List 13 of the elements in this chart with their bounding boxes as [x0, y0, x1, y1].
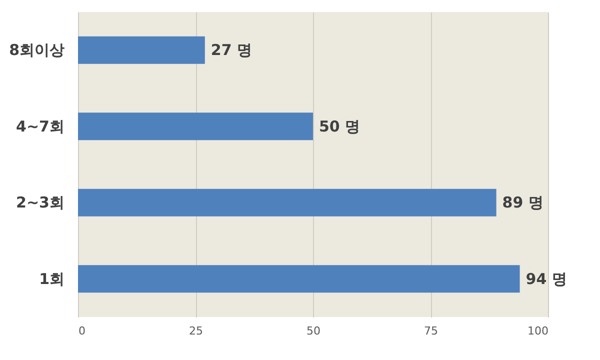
x-tick-label: 75 [424, 324, 438, 338]
data-label: 94 명 [526, 270, 567, 288]
y-tick-label: 8회이상 [9, 41, 64, 60]
data-label: 50 명 [319, 117, 360, 136]
x-tick-label: 100 [528, 324, 548, 338]
y-tick-label: 2~3회 [16, 194, 64, 212]
data-label: 89 명 [502, 194, 544, 212]
x-tick-label: 50 [306, 324, 320, 338]
data-label: 27 명 [210, 41, 252, 60]
y-tick-label: 4~7회 [16, 117, 64, 136]
x-tick-label: 25 [189, 324, 203, 338]
x-tick-label: 0 [78, 324, 86, 338]
y-tick-label: 1회 [39, 270, 64, 288]
